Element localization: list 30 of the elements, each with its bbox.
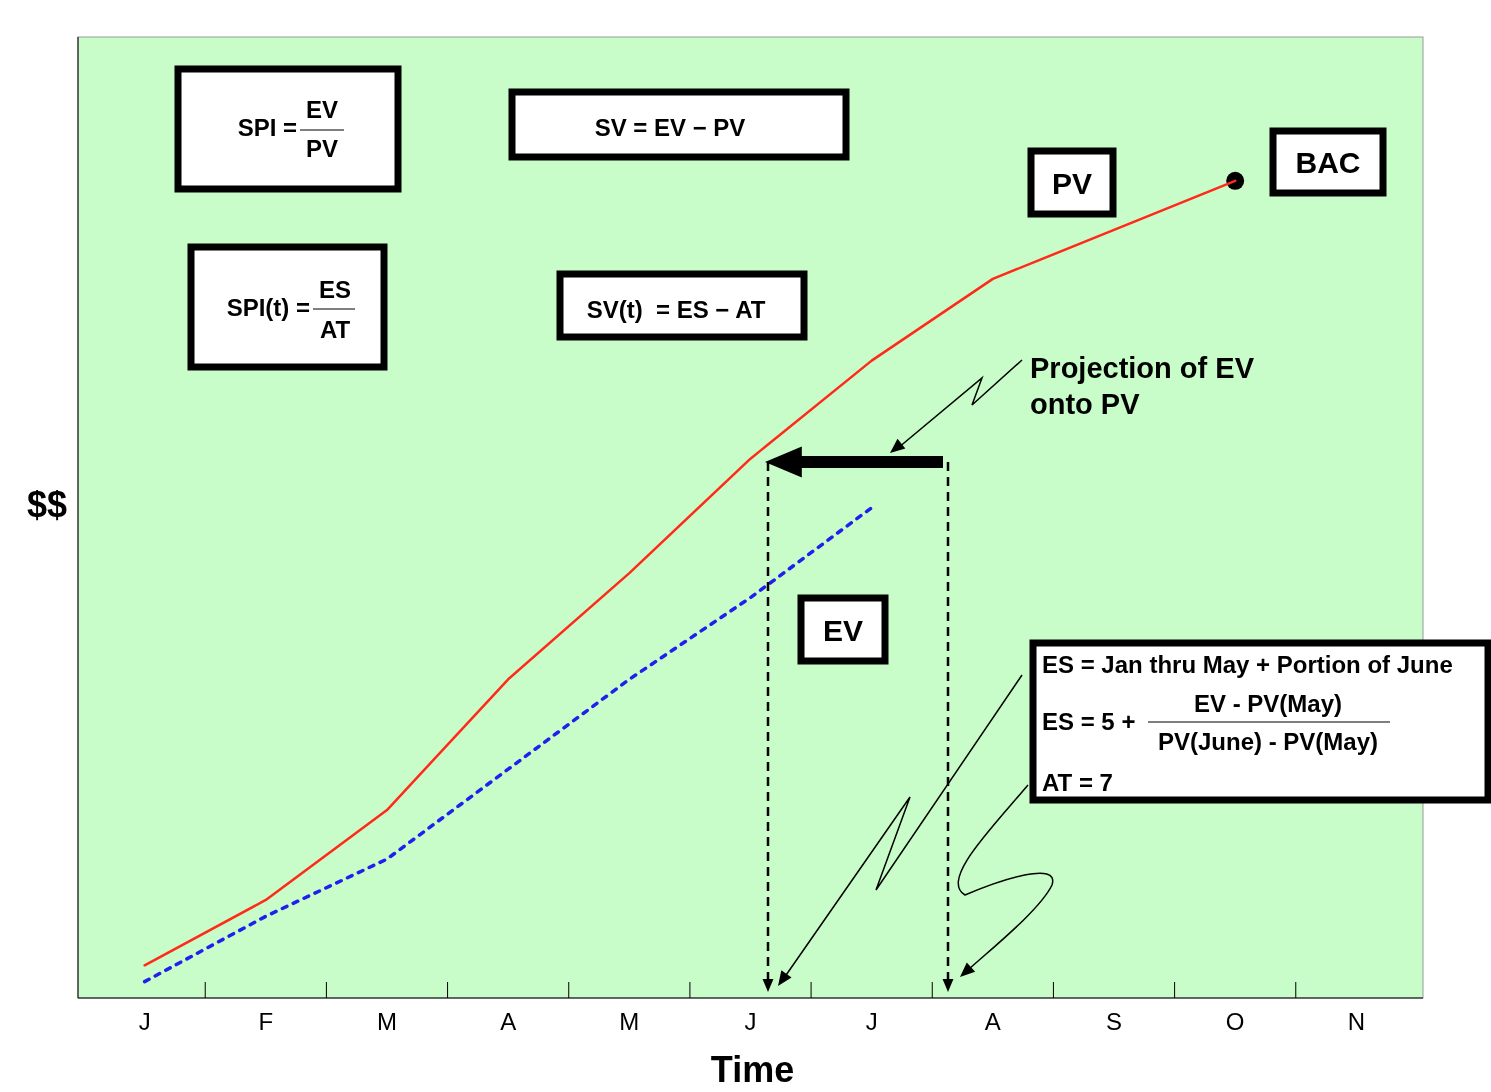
text: SV = EV − PV <box>594 114 746 141</box>
annotation: Projection of EV onto PV <box>1030 352 1255 421</box>
text: PV <box>305 135 339 162</box>
annotation: ES = 5 + <box>1042 708 1136 735</box>
x-tick-label: O <box>1225 1008 1245 1035</box>
x-tick-label: M <box>619 1008 640 1035</box>
series-label: EV <box>822 613 864 647</box>
annotation: SPI(t) = <box>226 294 310 321</box>
x-tick-label: J <box>865 1008 878 1035</box>
annotation: AT <box>319 316 351 343</box>
x-tick-label: N <box>1347 1008 1366 1035</box>
y-axis-title: $$ <box>26 484 68 525</box>
annotation: EV - PV(May) <box>1193 690 1343 717</box>
x-tick-label: J <box>744 1008 757 1035</box>
x-tick-label: F <box>258 1008 274 1035</box>
annotation: SV(t) = ES − AT <box>586 296 766 323</box>
text: EV <box>305 96 339 123</box>
text: SPI = <box>237 114 297 141</box>
annotation: ES = Jan thru May + Portion of June <box>1042 651 1453 678</box>
x-tick-label: J <box>138 1008 151 1035</box>
x-tick-label: A <box>984 1008 1001 1035</box>
x-tick-label: A <box>500 1008 517 1035</box>
series-label: BAC <box>1295 146 1361 179</box>
x-tick-label: S <box>1106 1008 1123 1035</box>
series-label: PV <box>1051 166 1093 200</box>
x-axis-title: Time <box>710 1049 795 1090</box>
annotation: ES <box>318 276 352 303</box>
x-tick-label: M <box>376 1008 397 1035</box>
annotation: PV(June) - PV(May) <box>1157 728 1379 755</box>
annotation: AT = 7 <box>1042 769 1113 796</box>
